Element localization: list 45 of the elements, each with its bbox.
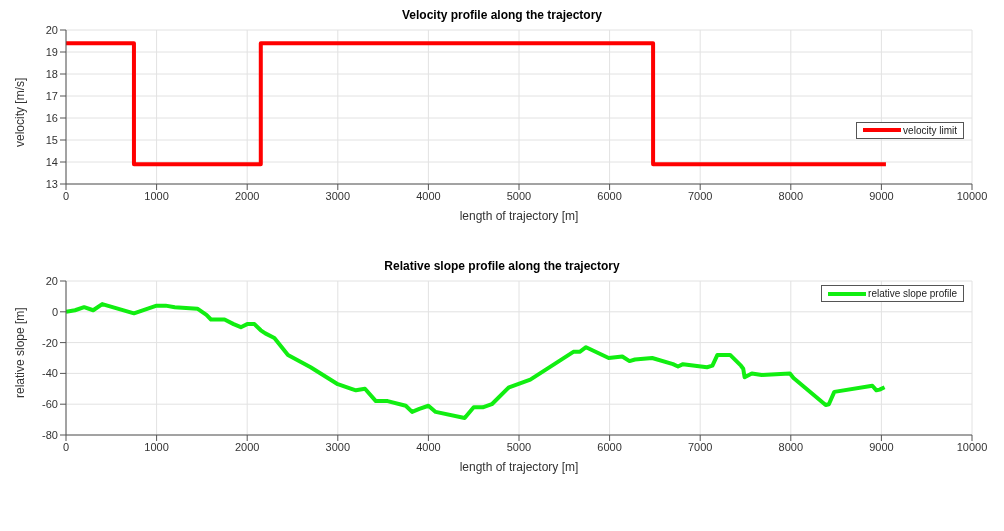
y-tick-label: 20 (45, 23, 58, 36)
x-tick-label: 4000 (416, 440, 441, 453)
y-axis-title: relative slope [m] (13, 307, 28, 398)
x-axis-title: length of trajectory [m] (459, 209, 579, 223)
x-tick-label: 10000 (956, 189, 988, 202)
y-tick-label: 14 (45, 155, 58, 168)
x-tick-label: 3000 (325, 440, 351, 453)
x-tick-label: 10000 (956, 440, 988, 453)
y-tick-label: -40 (42, 367, 58, 380)
legend-label: relative slope profile (868, 288, 957, 299)
chart-title: Relative slope profile along the trajectory (383, 259, 621, 275)
line-series (66, 302, 887, 421)
y-tick-label: -60 (42, 398, 58, 411)
x-tick-label: 7000 (687, 189, 713, 202)
x-tick-label: 1000 (144, 189, 169, 202)
y-tick-label: 15 (45, 133, 58, 146)
x-tick-label: 4000 (416, 189, 441, 202)
y-tick-label: 0 (51, 305, 58, 318)
y-tick-label: 19 (45, 45, 58, 58)
y-tick-label: -80 (42, 428, 58, 441)
x-tick-label: 8000 (778, 189, 804, 202)
legend-label: velocity limit (903, 124, 957, 136)
x-tick-label: 2000 (234, 440, 260, 453)
y-tick-label: 16 (45, 111, 58, 124)
x-tick-label: 0 (62, 189, 70, 202)
x-tick-label: 1000 (144, 440, 169, 453)
y-axis-title: velocity [m/s] (13, 77, 28, 147)
x-tick-label: 6000 (597, 189, 622, 202)
x-axis-title: length of trajectory [m] (459, 460, 579, 474)
y-tick-label: 13 (45, 177, 58, 190)
y-tick-label: 20 (45, 274, 58, 287)
x-tick-label: 9000 (869, 440, 894, 453)
x-tick-label: 0 (62, 440, 70, 453)
x-tick-label: 7000 (687, 440, 713, 453)
x-tick-label: 9000 (869, 189, 894, 202)
x-tick-label: 5000 (506, 189, 532, 202)
y-tick-label: 18 (45, 67, 58, 80)
y-tick-label: -20 (42, 336, 58, 349)
chart-title: Velocity profile along the trajectory (400, 8, 604, 24)
x-tick-label: 2000 (234, 189, 260, 202)
x-tick-label: 6000 (597, 440, 622, 453)
x-tick-label: 8000 (778, 440, 804, 453)
y-tick-label: 17 (45, 89, 58, 102)
x-tick-label: 3000 (325, 189, 351, 202)
x-tick-label: 5000 (506, 440, 532, 453)
